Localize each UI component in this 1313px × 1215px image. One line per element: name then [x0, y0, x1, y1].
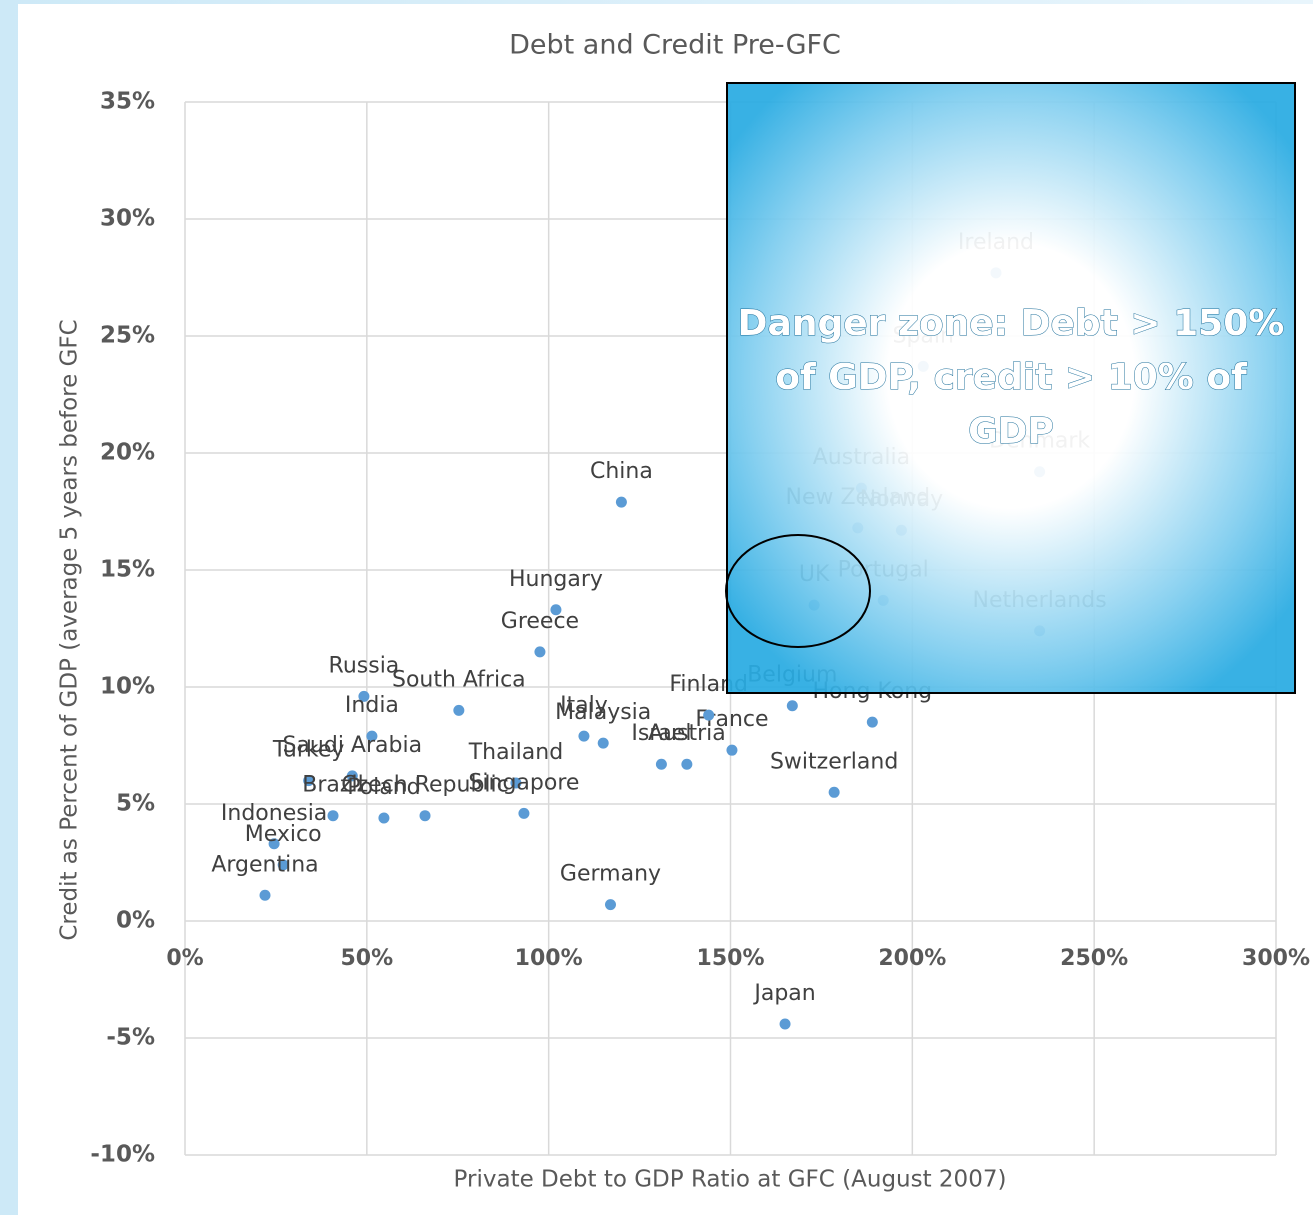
- point: [828, 786, 840, 798]
- y-tick-label: 15%: [100, 557, 155, 583]
- point: [358, 690, 370, 702]
- x-axis-label: Private Debt to GDP Ratio at GFC (August…: [454, 1167, 1007, 1193]
- zone-text: Danger zone: Debt > 150% of GDP, credit >…: [738, 303, 1285, 452]
- point-label: Switzerland: [770, 749, 898, 774]
- point: [726, 744, 738, 756]
- point-label: Malaysia: [555, 700, 651, 725]
- point-label: Austria: [648, 721, 726, 746]
- point-label: Greece: [501, 609, 579, 634]
- point-label: Indonesia: [221, 801, 327, 826]
- point: [779, 1018, 791, 1030]
- point-label: India: [345, 693, 399, 718]
- point-label: Italy: [560, 693, 608, 718]
- y-tick-label: 0%: [116, 908, 155, 934]
- y-tick-label: 20%: [100, 440, 155, 466]
- point-label: Czech Republic: [341, 773, 509, 798]
- x-tick-label: 150%: [697, 946, 765, 971]
- chart-title: Debt and Credit Pre-GFC: [509, 30, 841, 61]
- point-label: Germany: [560, 862, 661, 887]
- point: [866, 716, 878, 728]
- point-label: Hungary: [509, 567, 603, 592]
- point: [268, 838, 280, 850]
- danger-zone: Danger zone: Debt > 150% of GDP, credit >…: [725, 82, 1296, 694]
- point: [453, 704, 465, 716]
- point-label: Russia: [329, 653, 400, 678]
- point: [615, 496, 627, 508]
- point-label: China: [590, 459, 653, 484]
- y-tick-label: 30%: [100, 206, 155, 232]
- point: [604, 899, 616, 911]
- point: [378, 812, 390, 824]
- point-label: Thailand: [468, 740, 563, 765]
- point: [346, 770, 358, 782]
- y-tick-label: -5%: [106, 1025, 155, 1051]
- y-tick-label: 25%: [100, 323, 155, 349]
- y-tick-label: -10%: [90, 1142, 155, 1168]
- point-label: Argentina: [211, 852, 318, 877]
- y-tick-label: 10%: [100, 674, 155, 700]
- point-label: Saudi Arabia: [282, 733, 422, 758]
- point: [303, 775, 315, 787]
- point: [550, 604, 562, 616]
- point: [703, 709, 715, 721]
- point-label: Mexico: [245, 822, 322, 847]
- point-label: Israel: [631, 721, 691, 746]
- y-tick-label: 5%: [116, 791, 155, 817]
- x-tick-label: 50%: [340, 946, 393, 971]
- point-label: Japan: [752, 981, 815, 1006]
- point: [419, 810, 431, 822]
- zone-box: [726, 82, 1296, 694]
- point: [534, 646, 546, 658]
- x-tick-label: 250%: [1060, 946, 1128, 971]
- y-tick-label: 35%: [100, 89, 155, 115]
- point: [327, 810, 339, 822]
- point-label: South Africa: [392, 667, 526, 692]
- point: [786, 700, 798, 712]
- point: [681, 758, 693, 770]
- point: [578, 730, 590, 742]
- x-tick-label: 200%: [878, 946, 946, 971]
- point: [366, 730, 378, 742]
- highlight-ellipse: [725, 534, 871, 648]
- point-label: Poland: [347, 775, 420, 800]
- point: [597, 737, 609, 749]
- x-tick-label: 0%: [166, 946, 203, 971]
- x-tick-label: 300%: [1242, 946, 1310, 971]
- point-label: Brazil: [302, 773, 363, 798]
- point: [259, 889, 271, 901]
- point-label: Turkey: [272, 738, 345, 763]
- x-tick-label: 100%: [515, 946, 583, 971]
- point: [518, 807, 530, 819]
- y-axis-label: Credit as Percent of GDP (average 5 year…: [57, 319, 83, 940]
- point: [277, 859, 289, 871]
- point-label: Singapore: [468, 770, 579, 795]
- point: [655, 758, 667, 770]
- point: [510, 777, 522, 789]
